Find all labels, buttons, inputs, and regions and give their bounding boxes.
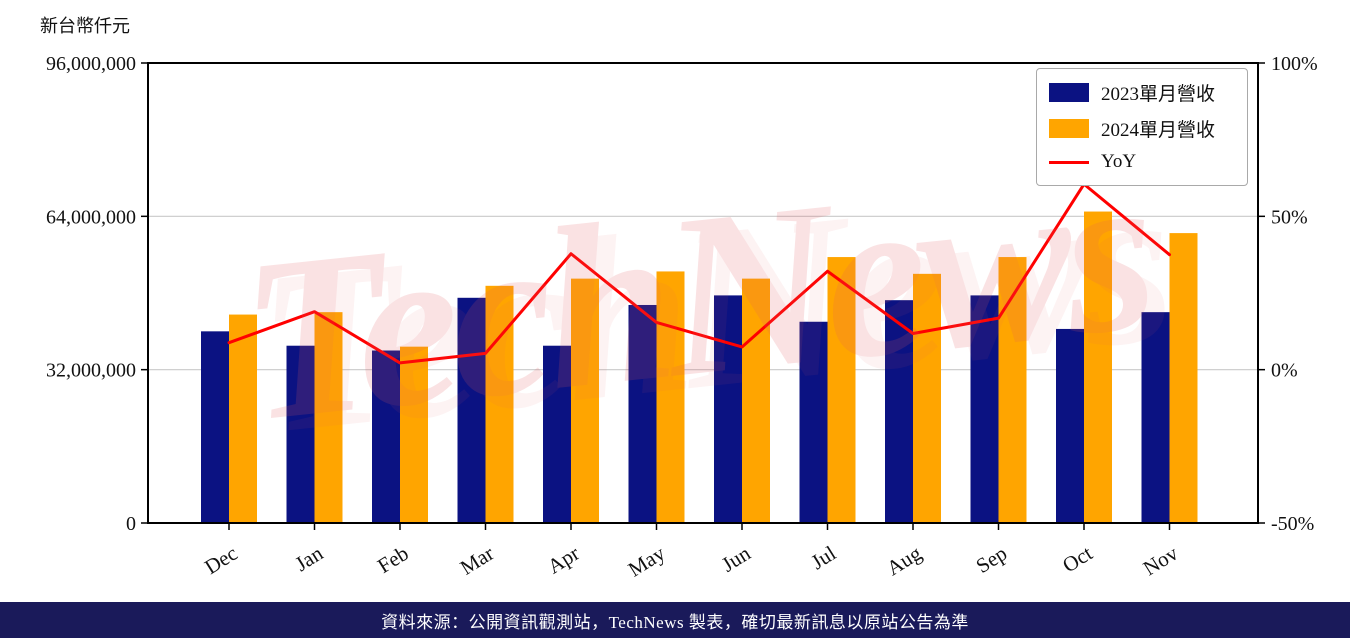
left-tick-label: 64,000,000 (46, 206, 136, 228)
left-tick-label: 96,000,000 (46, 53, 136, 75)
x-tick-label-Sep: Sep (972, 541, 1011, 578)
x-tick-label-Dec: Dec (200, 541, 241, 579)
bar-2024-May (656, 271, 685, 523)
x-tick-label-May: May (624, 541, 670, 582)
legend-item-2023: 2023單月營收 (1049, 79, 1231, 106)
x-tick-label-Jan: Jan (291, 541, 328, 576)
bar-2023-Sep (970, 295, 999, 523)
bar-2023-Jan (286, 345, 315, 523)
bar-2023-May (628, 304, 657, 523)
bar-2024-Nov (1169, 233, 1198, 523)
bar-2024-Sep (998, 257, 1027, 523)
bar-2023-Apr (543, 345, 571, 523)
x-tick-label-Jul: Jul (807, 541, 841, 574)
legend-swatch-2024 (1049, 119, 1089, 138)
right-tick-label: 50% (1271, 206, 1308, 228)
bar-2024-Oct (1084, 211, 1112, 523)
source-footer: 資料來源：公開資訊觀測站，TechNews 製表，確切最新訊息以原站公告為準 (0, 602, 1350, 638)
bar-2023-Dec (201, 331, 229, 523)
bar-2024-Feb (400, 346, 428, 523)
bar-2024-Jun (742, 278, 770, 523)
legend-label-yoy: YoY (1101, 151, 1137, 172)
bar-2023-Jul (799, 321, 828, 523)
revenue-yoy-chart: 0 32,000,000 64,000,000 96,000,000 -50% 0% 50%… (46, 53, 1318, 582)
bar-2023-Aug (885, 300, 913, 523)
bar-2023-Jun (714, 295, 742, 523)
left-tick-label: 0 (126, 513, 136, 535)
right-tick-label: 100% (1271, 53, 1318, 75)
legend-label-2024: 2024單月營收 (1101, 120, 1216, 141)
bar-2023-Nov (1141, 312, 1170, 523)
legend-swatch-2023 (1049, 83, 1089, 102)
bar-2023-Mar (457, 297, 486, 523)
legend-line-yoy (1049, 160, 1089, 164)
bar-2023-Oct (1056, 328, 1084, 523)
bar-2024-Jul (827, 257, 856, 523)
bar-2024-Aug (913, 273, 941, 523)
legend-label-2023: 2023單月營收 (1101, 84, 1216, 105)
chart-legend: 2023單月營收 2024單月營收 YoY (1036, 68, 1248, 186)
x-tick-label-Apr: Apr (543, 541, 583, 579)
x-tick-label-Feb: Feb (373, 541, 412, 578)
x-tick-label-Aug: Aug (882, 541, 926, 581)
plot-border (147, 62, 1259, 524)
x-tick-label-Mar: Mar (456, 541, 498, 580)
legend-item-2024: 2024單月營收 (1049, 115, 1231, 142)
right-tick-label: -50% (1271, 513, 1314, 535)
bar-2023-Feb (372, 350, 400, 523)
x-tick-label-Nov: Nov (1139, 541, 1183, 581)
yoy-line (227, 182, 1171, 365)
legend-item-yoy: YoY (1049, 151, 1231, 173)
left-axis-unit-label: 新台幣仟元 (40, 16, 130, 36)
bar-2024-Dec (229, 314, 257, 523)
bar-2024-Apr (571, 278, 599, 523)
x-tick-label-Jun: Jun (717, 541, 755, 577)
left-tick-label: 32,000,000 (46, 360, 136, 382)
bar-2024-Mar (485, 285, 514, 523)
x-tick-label-Oct: Oct (1058, 541, 1097, 578)
bar-2024-Jan (314, 312, 343, 523)
right-tick-label: 0% (1271, 360, 1298, 382)
